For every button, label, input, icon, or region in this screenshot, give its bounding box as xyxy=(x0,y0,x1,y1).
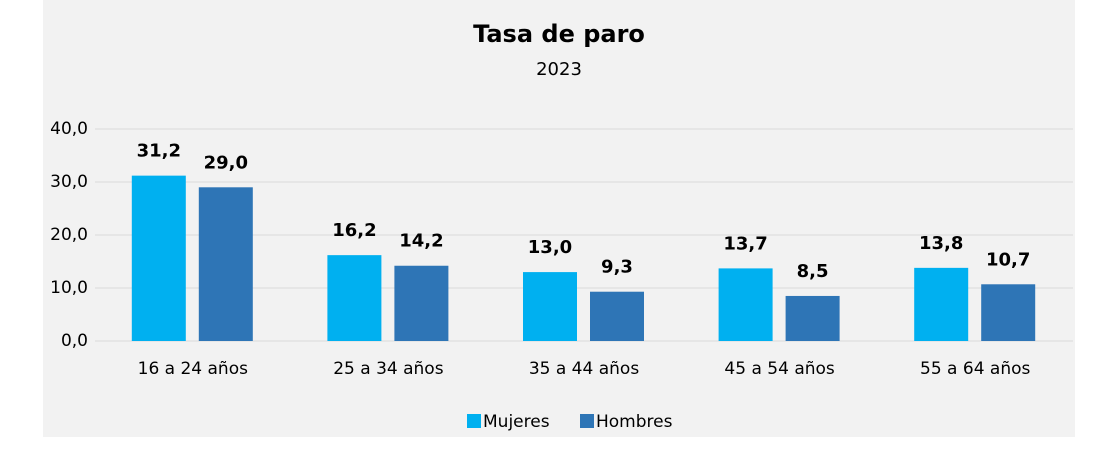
value-label: 13,0 xyxy=(528,237,572,258)
bar xyxy=(131,175,186,341)
chart-title: Tasa de paro xyxy=(473,20,645,48)
bar xyxy=(981,284,1036,341)
bar xyxy=(785,295,840,341)
value-label: 13,7 xyxy=(723,233,767,254)
x-tick-label: 55 a 64 años xyxy=(920,359,1030,379)
value-label: 13,8 xyxy=(919,233,963,254)
bar xyxy=(198,187,253,341)
chart-subtitle: 2023 xyxy=(536,59,582,80)
y-tick-label: 30,0 xyxy=(50,172,88,192)
x-tick-label: 35 a 44 años xyxy=(529,359,639,379)
value-label: 16,2 xyxy=(332,220,376,241)
x-tick-label: 45 a 54 años xyxy=(724,359,834,379)
legend-label: Hombres xyxy=(596,412,673,432)
value-label: 14,2 xyxy=(399,231,443,252)
bar xyxy=(914,267,969,341)
y-tick-label: 0,0 xyxy=(61,331,88,351)
bar xyxy=(718,268,773,341)
y-tick-label: 40,0 xyxy=(50,119,88,139)
legend-swatch xyxy=(580,414,594,428)
y-tick-label: 20,0 xyxy=(50,225,88,245)
bar xyxy=(327,255,382,341)
bar xyxy=(523,272,577,341)
x-tick-label: 25 a 34 años xyxy=(333,359,443,379)
value-label: 8,5 xyxy=(797,261,829,282)
legend-label: Mujeres xyxy=(483,412,550,432)
bar xyxy=(590,291,644,341)
value-label: 10,7 xyxy=(986,249,1030,270)
value-label: 31,2 xyxy=(137,141,181,162)
y-tick-label: 10,0 xyxy=(50,278,88,298)
value-label: 29,0 xyxy=(204,152,248,173)
value-label: 9,3 xyxy=(601,257,633,278)
bar xyxy=(394,265,449,341)
x-tick-label: 16 a 24 años xyxy=(138,359,248,379)
legend-swatch xyxy=(467,414,481,428)
